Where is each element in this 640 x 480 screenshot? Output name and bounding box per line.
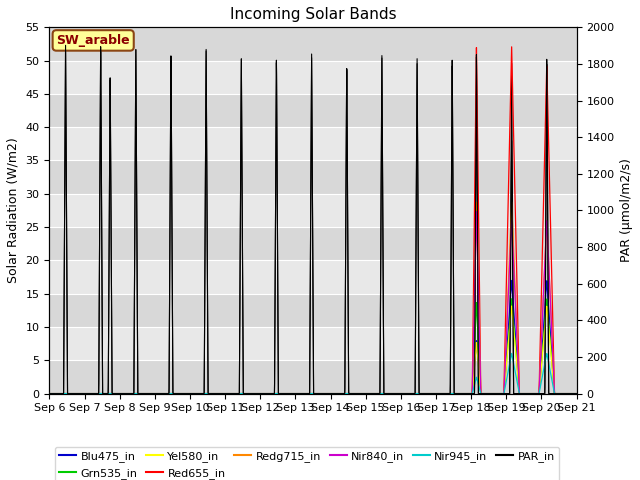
Bar bbox=[49, 227, 577, 260]
Bar bbox=[49, 27, 577, 60]
Bar bbox=[49, 327, 577, 360]
Y-axis label: PAR (μmol/m2/s): PAR (μmol/m2/s) bbox=[620, 158, 633, 263]
Legend: Blu475_in, Grn535_in, Yel580_in, Red655_in, Redg715_in, Nir840_in, Nir945_in, PA: Blu475_in, Grn535_in, Yel580_in, Red655_… bbox=[55, 447, 559, 480]
Bar bbox=[49, 260, 577, 294]
Bar bbox=[49, 127, 577, 160]
Bar bbox=[49, 294, 577, 327]
Bar bbox=[49, 60, 577, 94]
Bar bbox=[49, 160, 577, 194]
Bar bbox=[49, 94, 577, 127]
Bar bbox=[49, 194, 577, 227]
Y-axis label: Solar Radiation (W/m2): Solar Radiation (W/m2) bbox=[7, 138, 20, 283]
Title: Incoming Solar Bands: Incoming Solar Bands bbox=[230, 7, 396, 22]
Bar bbox=[49, 360, 577, 394]
Text: SW_arable: SW_arable bbox=[56, 34, 130, 47]
